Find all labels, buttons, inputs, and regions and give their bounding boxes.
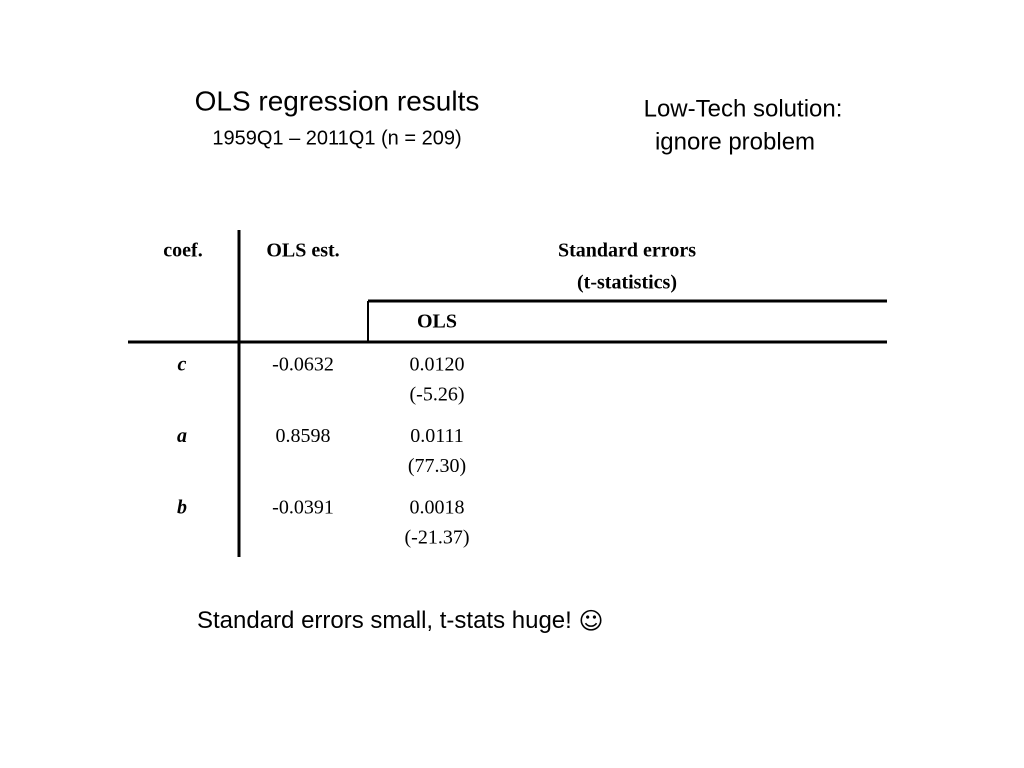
se-cell: 0.0018 [410,497,465,519]
coef-cell: c [178,354,187,376]
header-cell: OLS [417,311,457,333]
se-cell: 0.0111 [410,425,464,447]
smiley: ☺ [579,607,604,635]
header-cell: coef. [163,240,202,262]
footer: Standard errors small, t-stats huge! ☺ [197,607,604,635]
footer-text: Standard errors small, t-stats huge! [197,607,572,634]
title: OLS regression results [195,85,480,116]
estimate-cell: -0.0391 [272,497,334,519]
coef-cell: b [177,497,187,519]
header-cell: Standard errors [558,240,696,262]
table-body: c -0.0632 0.0120 (-5.26) a 0.8598 0.0111 (77.30… [177,354,469,549]
note-line: ignore problem [655,128,815,155]
estimate-cell: 0.8598 [276,425,331,447]
coef-cell: a [177,425,187,447]
header-cell: OLS est. [266,240,339,262]
subtitle: 1959Q1 – 2011Q1 (n = 209) [212,127,461,149]
header-cell: (t-statistics) [577,272,677,294]
se-cell: 0.0120 [410,354,465,376]
estimate-cell: -0.0632 [272,354,334,376]
t-cell: (-21.37) [405,527,470,549]
t-cell: (-5.26) [410,384,465,406]
note-line: Low-Tech solution: [644,95,843,122]
t-cell: (77.30) [408,455,466,477]
